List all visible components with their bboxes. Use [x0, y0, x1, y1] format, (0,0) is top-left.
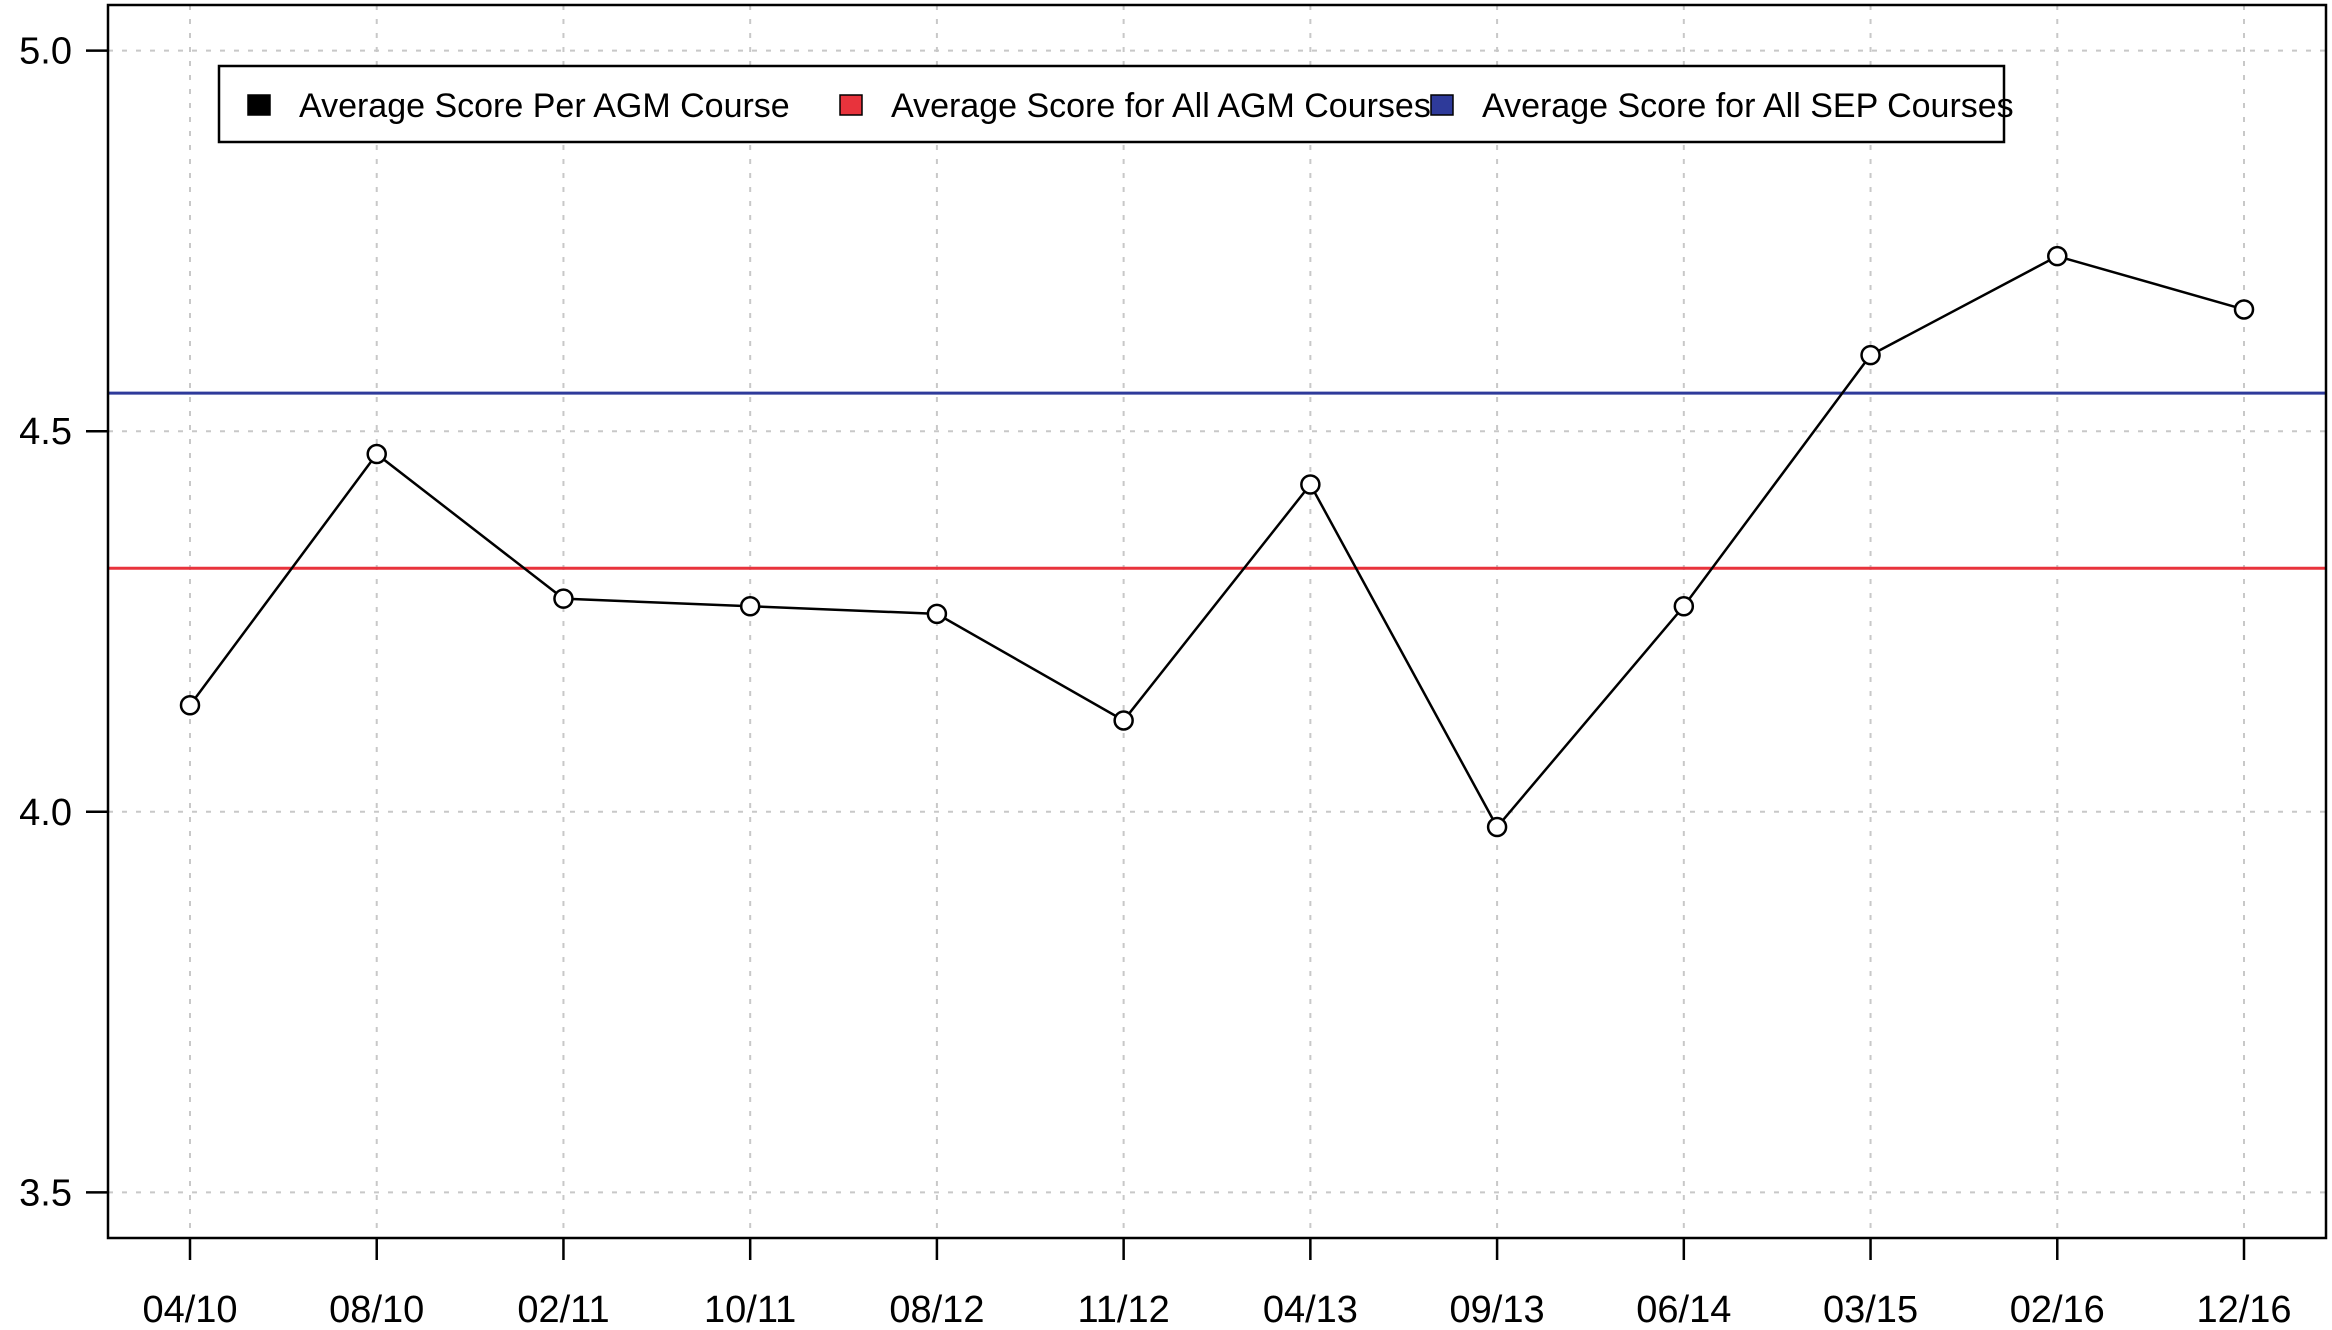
- x-tick-label: 02/11: [517, 1289, 609, 1330]
- data-point: [926, 603, 948, 625]
- legend: Average Score Per AGM Course Average Scor…: [217, 64, 2014, 144]
- y-axis: 3.5 4.0 4.5 5.0: [19, 31, 108, 1214]
- y-tick-label: 3.5: [19, 1172, 72, 1214]
- data-point: [553, 588, 574, 609]
- x-tick-label: 03/15: [1823, 1289, 1918, 1330]
- legend-swatch: [247, 94, 271, 116]
- data-point: [179, 694, 201, 716]
- x-tick-label: 11/12: [1077, 1289, 1169, 1330]
- x-axis: 04/10 08/10 02/11 10/11 08/12 11/12 04/13 09/13…: [142, 1238, 2292, 1330]
- grid-lines: [108, 5, 2326, 1238]
- legend-box: [217, 64, 2006, 144]
- x-tick-label: 09/13: [1450, 1289, 1545, 1330]
- x-tick-label: 02/16: [2010, 1289, 2105, 1330]
- data-point: [1113, 710, 1134, 731]
- legend-swatch: [1430, 94, 1454, 116]
- legend-label: Average Score for All AGM Courses: [891, 87, 1431, 125]
- y-tick-label: 5.0: [19, 31, 72, 73]
- data-point: [366, 443, 387, 465]
- data-point: [1860, 344, 1881, 366]
- y-tick-label: 4.0: [19, 792, 72, 834]
- x-tick-label: 08/12: [889, 1289, 984, 1330]
- plot-frame: [106, 3, 2328, 1240]
- legend-label: Average Score Per AGM Course: [299, 87, 790, 125]
- y-tick-label: 4.5: [19, 411, 72, 453]
- reference-lines: [108, 391, 2326, 570]
- legend-label: Average Score for All SEP Courses: [1482, 87, 2014, 125]
- x-tick-label: 04/10: [142, 1289, 237, 1330]
- data-point: [739, 596, 761, 617]
- data-point: [1486, 816, 1508, 838]
- x-tick-label: 04/13: [1263, 1289, 1358, 1330]
- x-tick-label: 10/11: [704, 1289, 796, 1330]
- x-tick-label: 12/16: [2196, 1289, 2291, 1330]
- x-tick-label: 06/14: [1636, 1289, 1731, 1330]
- data-series: [179, 245, 2255, 838]
- data-point: [1673, 596, 1695, 617]
- series-line: [188, 254, 2245, 830]
- data-point: [2233, 299, 2255, 320]
- x-tick-label: 08/10: [329, 1289, 424, 1330]
- data-point: [1300, 474, 1321, 495]
- legend-swatch: [839, 94, 863, 116]
- data-point: [2047, 245, 2068, 267]
